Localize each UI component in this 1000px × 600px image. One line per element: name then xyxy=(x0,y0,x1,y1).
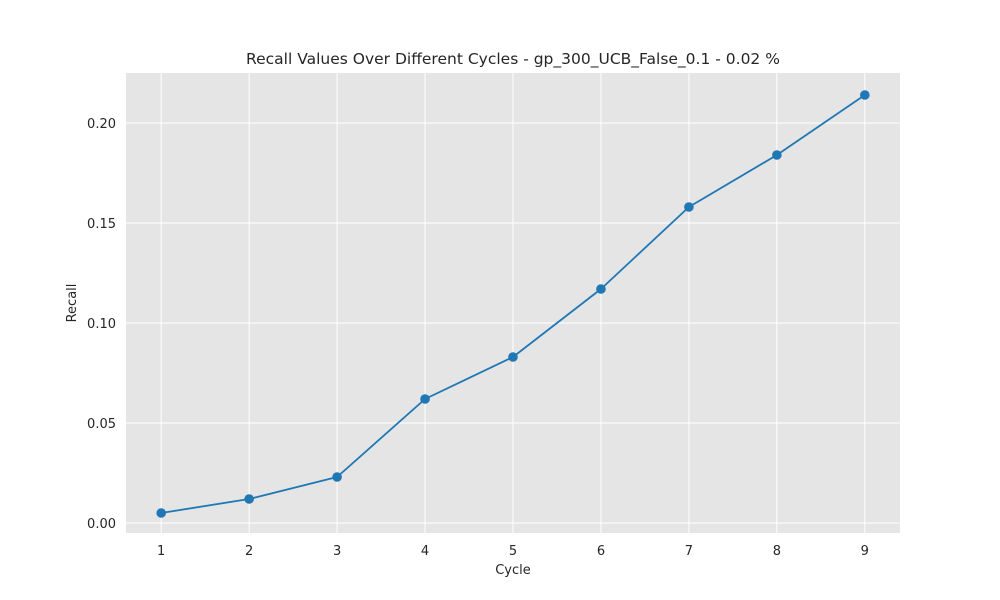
chart-title: Recall Values Over Different Cycles - gp… xyxy=(246,50,780,69)
y-axis-label: Recall xyxy=(65,284,80,323)
x-tick-label: 9 xyxy=(861,544,869,559)
x-tick-label: 5 xyxy=(509,544,517,559)
data-point xyxy=(860,90,870,100)
series-layer xyxy=(156,90,870,518)
x-tick-label: 2 xyxy=(245,544,253,559)
data-point xyxy=(684,202,694,212)
grid-lines xyxy=(126,73,900,533)
x-tick-label: 3 xyxy=(333,544,341,559)
y-tick-label: 0.15 xyxy=(87,217,116,232)
data-point xyxy=(508,352,518,362)
y-tick-label: 0.20 xyxy=(87,117,116,132)
x-tick-label: 4 xyxy=(421,544,429,559)
x-tick-label: 8 xyxy=(773,544,781,559)
y-tick-label: 0.00 xyxy=(87,517,116,532)
y-tick-label: 0.05 xyxy=(87,417,116,432)
x-tick-label: 7 xyxy=(685,544,693,559)
y-tick-label: 0.10 xyxy=(87,317,116,332)
x-tick-label: 6 xyxy=(597,544,605,559)
data-point xyxy=(244,494,254,504)
data-point xyxy=(156,508,166,518)
x-axis-label: Cycle xyxy=(495,563,531,578)
x-tick-labels: 1 2 3 4 5 6 7 8 9 xyxy=(157,544,869,559)
data-point xyxy=(332,472,342,482)
data-point xyxy=(772,150,782,160)
x-tick-label: 1 xyxy=(157,544,165,559)
y-tick-labels: 0.00 0.05 0.10 0.15 0.20 xyxy=(87,117,116,532)
data-point xyxy=(596,284,606,294)
data-point xyxy=(420,394,430,404)
